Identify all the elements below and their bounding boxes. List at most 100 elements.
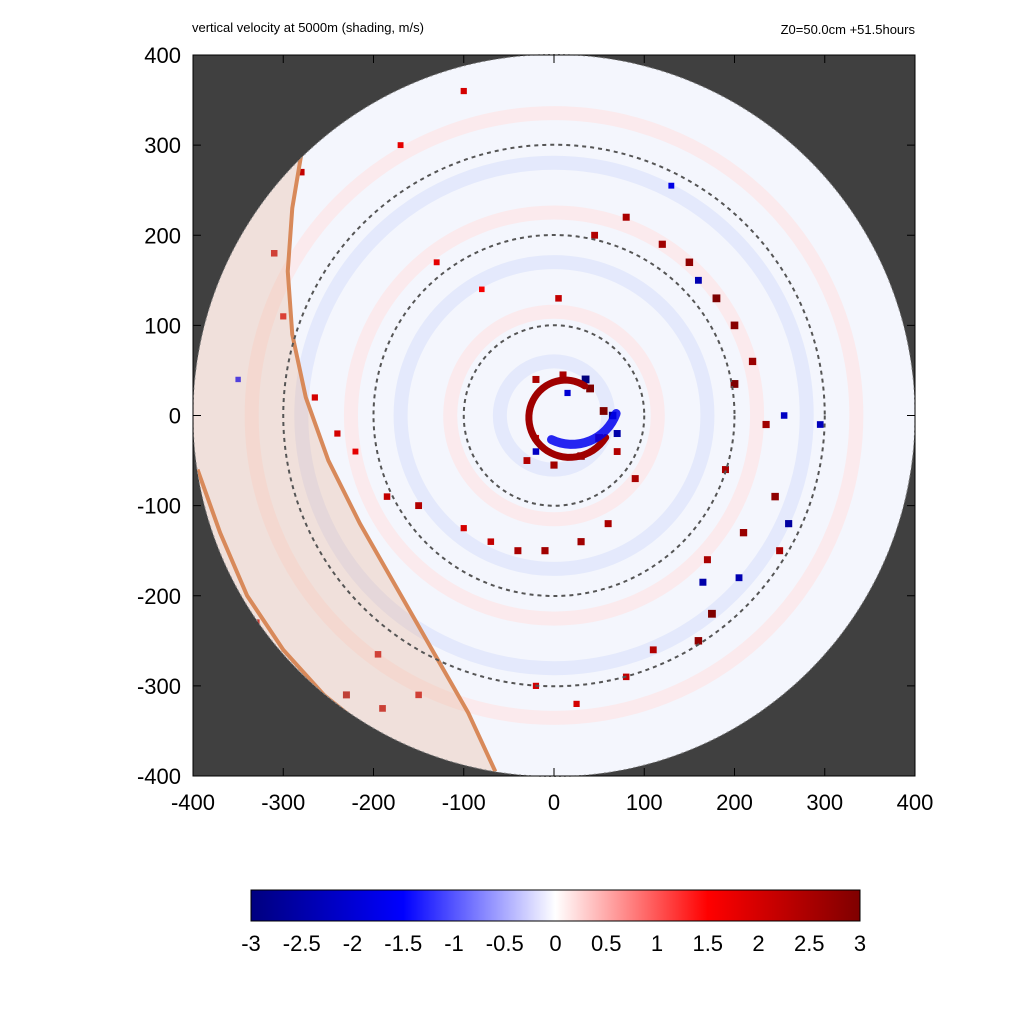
- velocity-cell: [397, 142, 404, 149]
- velocity-cell: [613, 430, 621, 438]
- velocity-cell: [352, 448, 359, 455]
- velocity-cell: [712, 294, 721, 303]
- eyewall-updraft: [525, 376, 610, 461]
- velocity-cell: [730, 321, 739, 330]
- velocity-cell: [514, 547, 522, 555]
- velocity-cell: [342, 691, 350, 699]
- velocity-cell: [523, 457, 531, 464]
- velocity-cell: [415, 691, 422, 699]
- velocity-cell: [631, 475, 639, 483]
- velocity-cell: [776, 547, 784, 555]
- texture-band: [443, 304, 665, 527]
- velocity-cell: [334, 430, 341, 437]
- y-tick-label: 200: [144, 223, 181, 248]
- velocity-cell: [599, 407, 608, 415]
- velocity-cell: [280, 313, 287, 320]
- x-tick-label: -400: [171, 790, 215, 815]
- colorbar-tick-label: -3: [241, 931, 261, 956]
- velocity-cell: [708, 609, 716, 618]
- velocity-cell: [298, 168, 305, 176]
- velocity-cell: [573, 700, 580, 707]
- velocity-cell: [311, 394, 318, 401]
- x-tick-label: -200: [351, 790, 395, 815]
- range-ring: [282, 143, 826, 688]
- texture-band: [492, 354, 616, 477]
- range-ring: [372, 234, 736, 597]
- velocity-cell: [816, 421, 824, 428]
- velocity-cell: [415, 502, 423, 510]
- velocity-cell: [591, 231, 599, 239]
- x-tick-label: -300: [261, 790, 305, 815]
- y-tick-label: 0: [169, 404, 181, 429]
- velocity-cell: [555, 295, 562, 302]
- velocity-cell: [703, 556, 711, 564]
- velocity-cell: [541, 547, 549, 555]
- velocity-cell: [699, 578, 707, 586]
- velocity-cell: [460, 525, 467, 532]
- velocity-cell: [379, 705, 386, 712]
- velocity-cell: [771, 492, 779, 501]
- velocity-cell: [604, 520, 612, 528]
- velocity-cell: [685, 258, 694, 267]
- texture-band: [244, 106, 864, 725]
- colorbar-tick-label: -2.5: [283, 931, 321, 956]
- range-ring: [462, 324, 646, 507]
- velocity-cell: [460, 87, 467, 95]
- chart-title: vertical velocity at 5000m (shading, m/s…: [192, 20, 424, 35]
- colorbar-tick-label: 2.5: [794, 931, 825, 956]
- texture-band: [294, 155, 814, 676]
- y-tick-label: 100: [144, 313, 181, 338]
- velocity-cell: [739, 529, 748, 537]
- velocity-cell: [785, 520, 793, 528]
- velocity-cell: [577, 538, 585, 546]
- texture-band: [393, 255, 715, 576]
- velocity-cell: [235, 376, 241, 383]
- velocity-cell: [694, 637, 703, 645]
- x-tick-label: 200: [716, 790, 753, 815]
- velocity-cell: [730, 380, 739, 388]
- velocity-cell: [613, 448, 621, 455]
- velocity-cell: [581, 375, 590, 384]
- velocity-cell: [762, 420, 770, 429]
- colorbar-tick-label: -2: [343, 931, 363, 956]
- velocity-cell: [694, 276, 702, 284]
- velocity-cell: [622, 213, 630, 221]
- velocity-cell: [658, 240, 666, 248]
- velocity-cell: [532, 375, 540, 383]
- velocity-cell: [479, 286, 485, 293]
- colorbar-tick-label: -1: [444, 931, 464, 956]
- velocity-cell: [433, 259, 440, 266]
- velocity-cell: [721, 466, 729, 474]
- x-tick-label: 0: [548, 790, 560, 815]
- y-tick-label: -100: [137, 494, 181, 519]
- velocity-cell: [735, 574, 743, 582]
- velocity-cell: [586, 384, 594, 393]
- y-tick-label: 300: [144, 133, 181, 158]
- velocity-cell: [748, 357, 757, 366]
- colorbar-tick-label: 1: [651, 931, 663, 956]
- velocity-cell: [564, 389, 571, 397]
- colorbar-tick-label: -0.5: [486, 931, 524, 956]
- velocity-cell: [668, 182, 675, 189]
- boundary-region: [193, 145, 496, 776]
- x-tick-label: -100: [442, 790, 486, 815]
- velocity-cell: [487, 538, 495, 545]
- boundary-line: [285, 153, 498, 773]
- eyewall-downdraft: [546, 409, 621, 449]
- colorbar-tick-label: 0.5: [591, 931, 622, 956]
- x-tick-label: 300: [806, 790, 843, 815]
- y-tick-label: 400: [144, 43, 181, 68]
- x-tick-label: 400: [897, 790, 934, 815]
- texture-band: [343, 205, 765, 626]
- velocity-cell: [559, 371, 567, 379]
- colorbar-tick-label: 2: [752, 931, 764, 956]
- y-tick-label: -400: [137, 764, 181, 789]
- velocity-cell: [780, 412, 788, 419]
- velocity-cell: [532, 448, 540, 455]
- velocity-cell: [649, 646, 657, 654]
- colorbar-tick-label: 1.5: [692, 931, 723, 956]
- y-tick-label: -300: [137, 674, 181, 699]
- velocity-cell: [374, 651, 382, 658]
- velocity-cell: [550, 461, 558, 469]
